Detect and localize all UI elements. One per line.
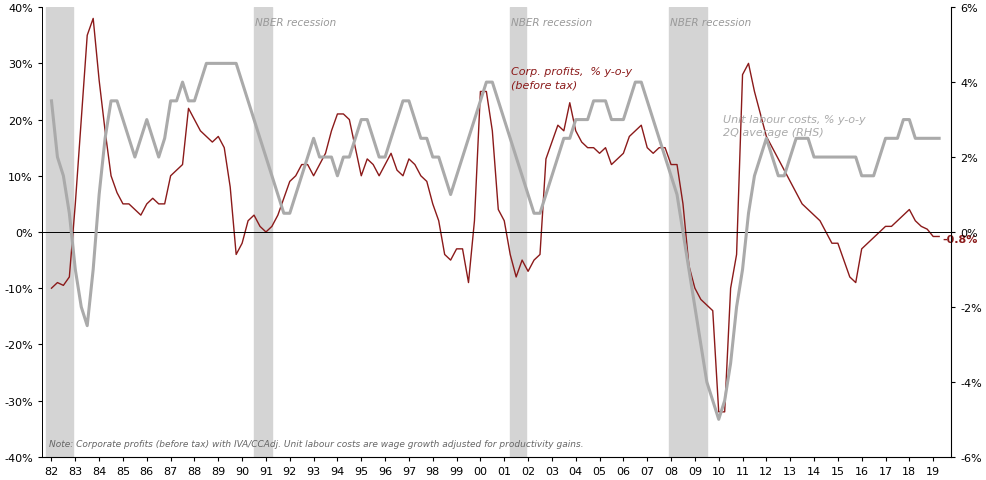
Text: Unit labour costs, % y-o-y
2Q average (RHS): Unit labour costs, % y-o-y 2Q average (R… — [724, 115, 866, 138]
Text: Corp. profits,  % y-o-y
(before tax): Corp. profits, % y-o-y (before tax) — [512, 67, 632, 90]
Bar — [254, 8, 272, 457]
Text: -0.8%: -0.8% — [943, 235, 978, 245]
Bar — [669, 8, 707, 457]
Bar — [510, 8, 527, 457]
Text: NBER recession: NBER recession — [669, 18, 751, 28]
Text: NBER recession: NBER recession — [512, 18, 593, 28]
Text: NBER recession: NBER recession — [255, 18, 336, 28]
Text: Note: Corporate profits (before tax) with IVA/CCAdj. Unit labour costs are wage : Note: Corporate profits (before tax) wit… — [49, 440, 584, 448]
Bar — [45, 8, 73, 457]
